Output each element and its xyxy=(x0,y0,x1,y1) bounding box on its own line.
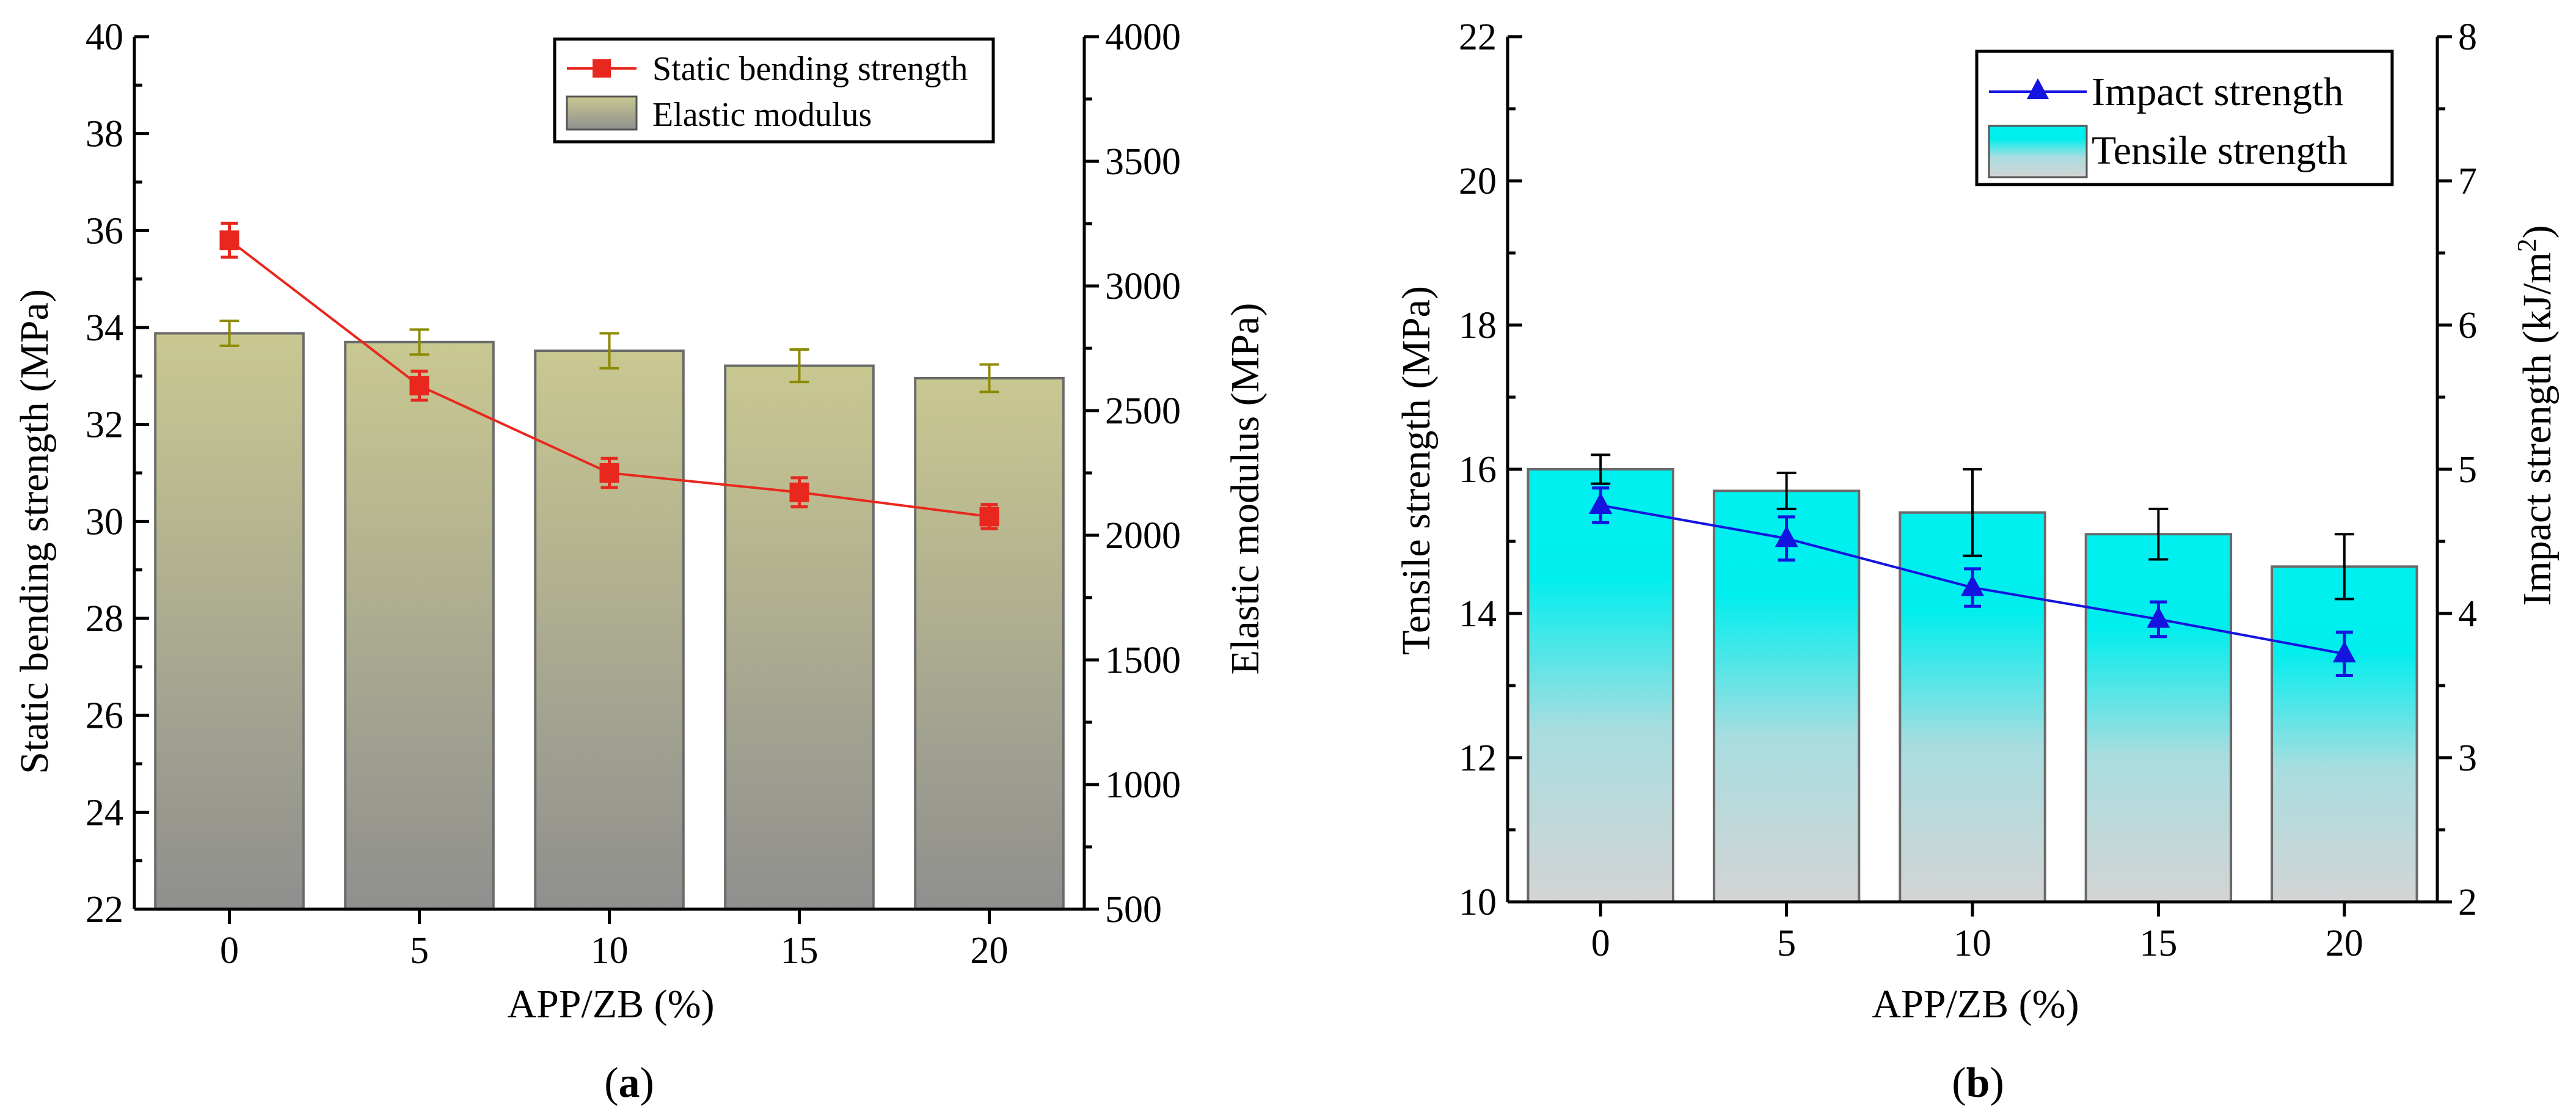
legend-square-marker xyxy=(593,59,611,78)
x-tick-label: 20 xyxy=(971,930,1009,972)
data-point-5 xyxy=(1775,525,1798,547)
panel-b-legend: Impact strength Tensile strength xyxy=(1975,49,2394,186)
left-tick-label: 34 xyxy=(86,307,123,349)
left-tick-label: 18 xyxy=(1459,305,1497,346)
left-tick-label: 40 xyxy=(86,16,123,58)
bar-0 xyxy=(1527,468,1674,903)
right-tick-label: 7 xyxy=(2458,161,2477,202)
right-tick-label: 1500 xyxy=(1105,640,1181,681)
bar-error-bar xyxy=(219,320,239,347)
bar-15 xyxy=(724,364,875,910)
bar-error-bar xyxy=(2148,507,2169,561)
legend-entry-static-bending: Static bending strength xyxy=(652,50,968,88)
left-tick-label: 36 xyxy=(86,210,123,252)
panel-a-x-axis-title: APP/ZB (%) xyxy=(507,982,714,1027)
left-tick-label: 30 xyxy=(86,501,123,543)
bar-error-bar xyxy=(599,332,619,370)
left-tick-label: 26 xyxy=(86,695,123,737)
x-tick-label: 15 xyxy=(781,930,819,972)
right-tick-label: 6 xyxy=(2458,305,2477,346)
right-tick-label: 1000 xyxy=(1105,764,1181,806)
x-tick-label: 15 xyxy=(2139,923,2177,964)
left-tick-label: 22 xyxy=(1459,16,1497,58)
bar-0 xyxy=(154,332,305,910)
x-tick-label: 5 xyxy=(1777,923,1796,964)
legend-entry-elastic-modulus: Elastic modulus xyxy=(652,96,872,134)
bar-error-bar xyxy=(1776,471,1797,510)
left-tick-label: 14 xyxy=(1459,593,1497,635)
x-tick-label: 20 xyxy=(2326,923,2363,964)
data-point-15 xyxy=(789,482,809,502)
x-tick-label: 0 xyxy=(1591,923,1610,964)
panel-b-left-axis-title: Tensile strength (MPa) xyxy=(1394,286,1439,655)
right-tick-label: 2 xyxy=(2458,882,2477,923)
bar-error-bar xyxy=(2334,533,2354,601)
left-tick-label: 32 xyxy=(86,404,123,446)
panel-a-legend-frame xyxy=(553,37,995,144)
bar-5 xyxy=(344,340,495,910)
panel-a: 22 24 26 28 30 32 34 36 38 40 500 1000 1500 2000 2500 3… xyxy=(12,16,1268,1107)
right-tick-label: 3000 xyxy=(1105,266,1181,307)
data-point-5 xyxy=(409,376,429,396)
data-point-10 xyxy=(1961,574,1984,596)
right-tick-label: 4 xyxy=(2458,593,2477,635)
panel-a-right-axis-title: Elastic modulus (MPa) xyxy=(1223,303,1268,675)
panel-a-axes: 22 24 26 28 30 32 34 36 38 40 500 1000 1500 2000 2500 3… xyxy=(86,16,1181,972)
right-tick-label: 8 xyxy=(2458,16,2477,58)
legend-entry-tensile-strength: Tensile strength xyxy=(2092,128,2348,173)
legend-triangle-marker xyxy=(2027,78,2049,99)
legend-bar-swatch xyxy=(566,95,638,131)
left-tick-label: 12 xyxy=(1459,738,1497,779)
left-tick-label: 20 xyxy=(1459,161,1497,202)
panel-a-plot xyxy=(154,221,1065,910)
left-tick-label: 38 xyxy=(86,114,123,155)
legend-entry-impact-strength: Impact strength xyxy=(2092,70,2343,114)
right-tick-label: 3500 xyxy=(1105,141,1181,183)
data-point-10 xyxy=(599,463,619,483)
panel-b-label: (b) xyxy=(1952,1060,2004,1107)
x-tick-label: 10 xyxy=(1954,923,1991,964)
bar-20 xyxy=(2271,565,2418,903)
right-tick-label: 3 xyxy=(2458,738,2477,779)
panel-b-plot xyxy=(1527,453,2418,903)
x-tick-label: 5 xyxy=(410,930,429,972)
data-point-20 xyxy=(2332,641,2356,663)
right-tick-label: 2500 xyxy=(1105,390,1181,432)
right-tick-label: 500 xyxy=(1105,889,1162,931)
x-tick-label: 0 xyxy=(220,930,239,972)
bar-error-bar xyxy=(1591,453,1611,485)
right-tick-label: 4000 xyxy=(1105,16,1181,58)
left-tick-label: 22 xyxy=(86,889,123,931)
bar-error-bar xyxy=(979,363,999,393)
panel-a-left-axis-title: Static bending strength (MPa) xyxy=(12,289,57,774)
right-tick-label: 5 xyxy=(2458,449,2477,491)
panel-b-right-axis-title: Impact strength (kJ/m2) xyxy=(2512,225,2560,606)
legend-bar-swatch xyxy=(1988,125,2088,178)
panel-a-legend: Static bending strength Elastic modulus xyxy=(553,37,995,144)
panel-a-label: (a) xyxy=(604,1060,654,1107)
bar-20 xyxy=(914,376,1065,910)
data-point-0 xyxy=(219,230,239,251)
left-tick-label: 10 xyxy=(1459,882,1497,923)
panel-b-x-axis-title: APP/ZB (%) xyxy=(1872,982,2079,1027)
data-point-15 xyxy=(2147,606,2170,628)
left-tick-label: 24 xyxy=(86,792,123,833)
x-tick-label: 10 xyxy=(591,930,629,972)
bar-10 xyxy=(534,350,685,910)
left-tick-label: 16 xyxy=(1459,449,1497,491)
bar-15 xyxy=(2084,533,2233,903)
right-tick-label: 2000 xyxy=(1105,515,1181,557)
bar-error-bar xyxy=(789,348,809,384)
bar-error-bar xyxy=(1963,468,1982,557)
left-tick-label: 28 xyxy=(86,598,123,640)
bar-error-bar xyxy=(409,328,429,356)
data-point-20 xyxy=(979,507,999,527)
data-point-0 xyxy=(1589,492,1613,514)
